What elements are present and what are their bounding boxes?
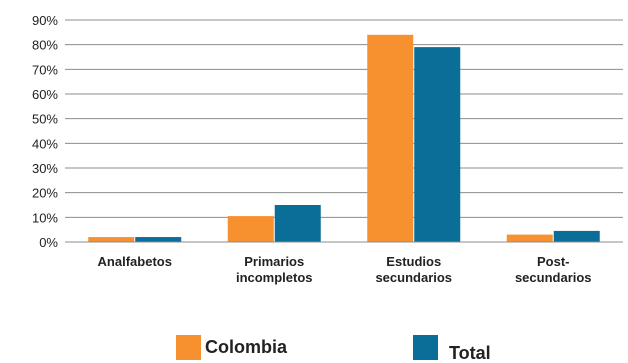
y-tick-label: 30% [32, 161, 58, 176]
bar-colombia [506, 234, 553, 242]
x-category-label: Primarios [244, 254, 304, 269]
legend-swatch-total [413, 335, 438, 360]
y-tick-label: 20% [32, 186, 58, 201]
x-axis-category-labels: Analfabetos PrimariosincompletosEstudioss… [98, 254, 592, 285]
y-axis-tick-labels: 0% 10% 20% 30% 40% 50% 60% 70% 80% 90% [32, 13, 58, 250]
legend-label-colombia: Colombia [205, 337, 288, 357]
legend-label-total: Total [449, 343, 491, 363]
grid-lines [65, 19, 623, 218]
y-tick-label: 10% [32, 210, 58, 225]
y-tick-label: 0% [39, 235, 58, 250]
bar-total [274, 205, 321, 242]
x-category-label: secundarios [375, 270, 452, 285]
y-tick-label: 40% [32, 136, 58, 151]
x-category-label: Analfabetos [98, 254, 172, 269]
x-category-label: Post- [537, 254, 570, 269]
x-category-label: secundarios [515, 270, 592, 285]
y-tick-label: 70% [32, 62, 58, 77]
bar-colombia [367, 34, 414, 242]
legend-swatch-colombia [176, 335, 201, 360]
legend: Colombia Total [176, 335, 491, 363]
bar-total [553, 230, 600, 242]
bar-total [135, 237, 182, 242]
x-category-label: incompletos [236, 270, 313, 285]
bars [88, 34, 600, 243]
y-tick-label: 90% [32, 13, 58, 28]
bar-colombia [88, 237, 135, 242]
y-tick-label: 60% [32, 87, 58, 102]
x-category-label: Estudios [386, 254, 441, 269]
bar-colombia [227, 216, 274, 242]
y-tick-label: 50% [32, 112, 58, 127]
y-tick-label: 80% [32, 38, 58, 53]
bar-total [414, 47, 461, 243]
